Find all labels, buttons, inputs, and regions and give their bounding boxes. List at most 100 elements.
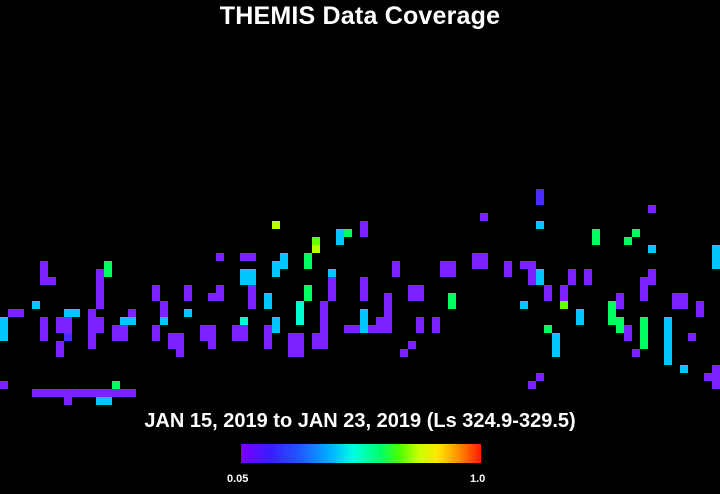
page-title: THEMIS Data Coverage [219,2,501,30]
coverage-cell [648,205,656,213]
coverage-cell [216,253,224,261]
coverage-cell [536,373,544,381]
coverage-cell [408,341,416,349]
coverage-cell [248,285,256,309]
coverage-cell [640,317,648,349]
coverage-cell [648,269,656,285]
coverage-cell [328,277,336,301]
coverage-cell [568,269,576,285]
coverage-cell [112,325,128,341]
coverage-cell [176,341,184,357]
coverage-cell [552,333,560,357]
coverage-cell [384,293,392,317]
coverage-cell [688,333,696,341]
coverage-cell [304,285,312,301]
coverage-cell [544,285,552,301]
coverage-cell [376,317,392,333]
coverage-cell [56,341,64,357]
coverage-cell [608,301,616,325]
coverage-cell [312,245,320,253]
coverage-cell [712,365,720,389]
coverage-cell [272,261,280,277]
coverage-cell [264,325,272,349]
coverage-cell [160,317,168,325]
coverage-cell [8,309,24,317]
coverage-cell [432,317,440,333]
coverage-cell [584,269,592,285]
coverage-cell [240,317,248,325]
coverage-cell [624,325,632,341]
coverage-cell [648,245,656,253]
coverage-cell [624,237,632,245]
colorbar [241,444,481,463]
coverage-cell [408,285,424,301]
coverage-cell [312,237,320,245]
coverage-cell [616,293,624,309]
coverage-cell [304,253,312,269]
coverage-cell [632,229,640,237]
coverage-cell [336,229,344,245]
coverage-cell [40,277,56,285]
coverage-cell [504,261,512,277]
coverage-cell [520,301,528,309]
coverage-cell [0,317,8,341]
coverage-cell [312,333,328,349]
coverage-cell [88,309,96,349]
coverage-cell [560,285,568,301]
coverage-cell [528,269,536,285]
coverage-cell [96,397,112,405]
coverage-cell [360,309,368,333]
coverage-cell [120,317,136,325]
coverage-cell [152,325,160,341]
coverage-cell [240,269,256,285]
coverage-cell [392,261,400,277]
coverage-cell [352,325,360,333]
coverage-cell [64,309,80,317]
coverage-cell [696,301,704,317]
coverage-cell [536,269,544,285]
coverage-cell [360,221,368,237]
coverage-cell [592,229,600,245]
coverage-cell [240,253,256,261]
coverage-cell [632,349,640,357]
coverage-cell [416,317,424,333]
coverage-cell [560,301,568,309]
coverage-cell [328,269,336,277]
coverage-cell [232,325,248,341]
coverage-cell [472,253,488,269]
coverage-cell [208,333,216,349]
coverage-cell [536,221,544,229]
coverage-cell [712,245,720,269]
coverage-cell [576,309,584,325]
coverage-cell [152,285,160,301]
coverage-cell [616,317,624,333]
coverage-cell [288,333,304,357]
coverage-cell [112,389,136,397]
coverage-cell [344,229,352,237]
coverage-cell [32,389,112,397]
coverage-cell [296,301,304,325]
coverage-cell [320,301,328,333]
coverage-cell [64,397,72,405]
coverage-cell [128,309,136,317]
coverage-cell [536,189,544,205]
coverage-cell [184,309,192,317]
coverage-cell [0,381,8,389]
coverage-cell [96,269,104,309]
coverage-cell [360,277,368,301]
coverage-cell [264,293,272,309]
coverage-cell [664,317,672,365]
coverage-cell [640,277,648,301]
coverage-cell [368,325,376,333]
date-range-caption: JAN 15, 2019 to JAN 23, 2019 (Ls 324.9-3… [144,410,576,432]
colorbar-min-label: 0.05 [227,473,249,485]
coverage-cell [680,365,688,373]
coverage-cell [184,285,192,301]
coverage-cell [544,325,552,333]
coverage-cell [56,317,72,333]
coverage-cell [280,253,288,269]
coverage-cell [96,317,104,333]
coverage-cell [520,261,536,269]
coverage-cell [480,213,488,221]
